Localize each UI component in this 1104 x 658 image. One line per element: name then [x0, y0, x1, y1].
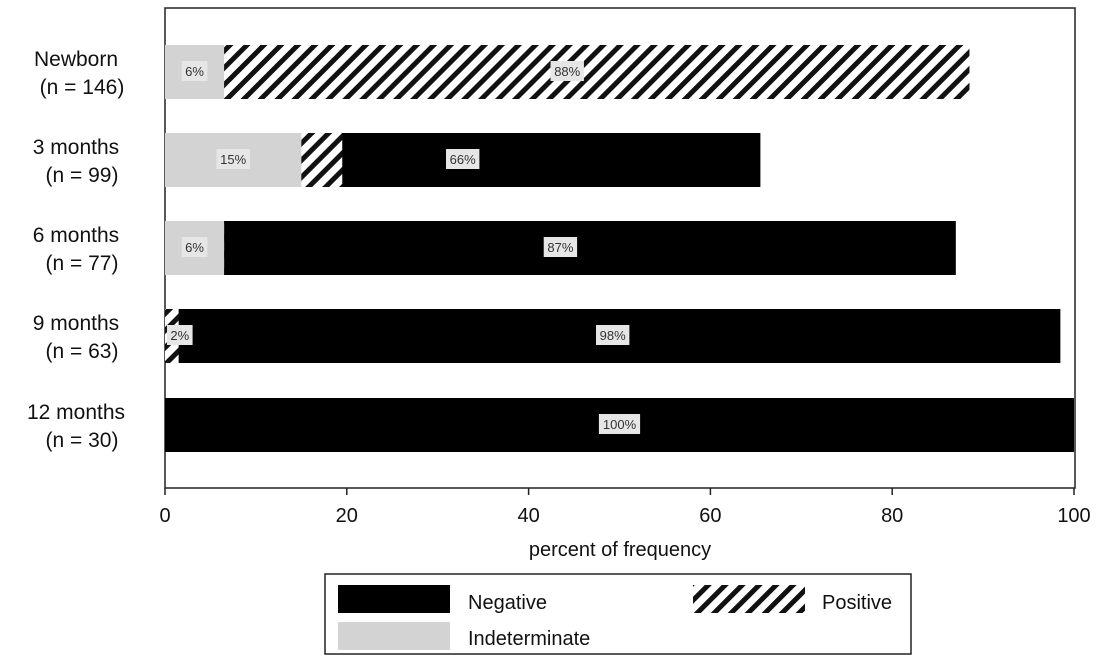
- legend-swatch-negative: [338, 585, 450, 613]
- data-label-negative-2: 87%: [547, 240, 573, 255]
- data-label-bg-negative-1: [445, 149, 480, 169]
- data-label-negative-3: 98%: [600, 328, 626, 343]
- category-label-0: Newborn: [34, 48, 118, 71]
- category-sublabel-4: (n = 30): [46, 429, 119, 452]
- data-label-indeterminate-2: 6%: [185, 240, 204, 255]
- legend-swatch-indeterminate: [338, 622, 450, 650]
- data-label-indeterminate-0: 6%: [185, 64, 204, 79]
- x-tick-label-4: 80: [881, 505, 903, 527]
- data-label-bg-indeterminate-2: [181, 237, 208, 257]
- data-label-negative-1: 66%: [450, 152, 476, 167]
- data-label-bg-negative-4: [598, 414, 641, 434]
- data-label-bg-negative-3: [595, 325, 630, 345]
- data-label-bg-negative-2: [543, 237, 578, 257]
- legend: Negative Positive Indeterminate: [324, 573, 912, 655]
- data-label-indeterminate-1: 15%: [220, 152, 246, 167]
- category-sublabel-3: (n = 63): [46, 340, 119, 363]
- bars-group: 6%88%6%66%19%15%87%7%6%98%2%100%: [165, 45, 1074, 452]
- data-label-negative-4: 100%: [603, 417, 637, 432]
- x-tick-label-0: 0: [159, 505, 170, 527]
- data-label-bg-positive-3: [167, 325, 193, 345]
- x-tick-label-1: 20: [336, 505, 358, 527]
- x-axis-title: percent of frequency: [529, 539, 711, 561]
- category-label-3: 9 months: [33, 312, 119, 335]
- data-label-bg-indeterminate-0: [181, 61, 208, 81]
- category-label-4: 12 months: [27, 401, 125, 424]
- category-sublabel-1: (n = 99): [46, 164, 119, 187]
- data-label-positive-0: 88%: [554, 64, 580, 79]
- axes-group: Newborn (n = 146) 3 months (n = 99) 6 months…: [27, 48, 1091, 561]
- legend-label-indeterminate: Indeterminate: [468, 628, 590, 650]
- legend-label-positive: Positive: [822, 592, 892, 614]
- x-tick-label-3: 60: [699, 505, 721, 527]
- category-label-2: 6 months: [33, 224, 119, 247]
- category-label-1: 3 months: [33, 136, 119, 159]
- legend-label-negative: Negative: [468, 592, 547, 614]
- x-tick-label-2: 40: [517, 505, 539, 527]
- data-label-bg-positive-0: [550, 61, 584, 81]
- x-tick-label-5: 100: [1057, 505, 1090, 527]
- legend-swatch-positive: [693, 585, 805, 613]
- data-label-positive-3: 2%: [170, 328, 189, 343]
- data-label-bg-indeterminate-1: [216, 149, 250, 169]
- category-sublabel-2: (n = 77): [46, 252, 119, 275]
- category-sublabel-0: (n = 146): [40, 76, 125, 99]
